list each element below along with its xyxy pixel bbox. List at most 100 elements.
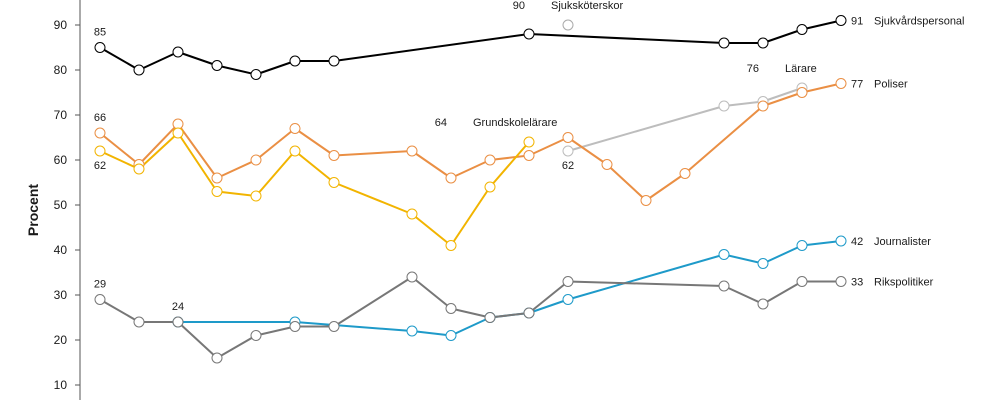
data-point-poliser bbox=[211, 172, 223, 184]
data-point-sjukv-rdspersonal bbox=[289, 55, 301, 67]
data-point-poliser bbox=[406, 145, 418, 157]
data-point-rikspolitiker bbox=[289, 321, 301, 332]
annotation-label: 42 bbox=[851, 236, 863, 248]
data-point-rikspolitiker bbox=[328, 321, 340, 332]
y-tick-label: 50 bbox=[54, 198, 68, 212]
annotation-label: Grundskolelärare bbox=[473, 117, 557, 129]
data-point-grundskolel-rare bbox=[406, 208, 418, 220]
series-lines bbox=[99, 19, 842, 359]
data-point-journalister bbox=[796, 240, 808, 251]
annotation-label: Sjukvårdspersonal bbox=[874, 16, 965, 28]
data-point-rikspolitiker bbox=[796, 276, 808, 287]
data-point-sjukv-rdspersonal bbox=[250, 69, 262, 80]
data-point-grundskolel-rare bbox=[211, 186, 223, 197]
data-point-l-rare bbox=[718, 100, 730, 112]
data-point-grundskolel-rare bbox=[484, 181, 496, 193]
data-point-sjukv-rdspersonal bbox=[757, 37, 769, 49]
data-point-grundskolel-rare bbox=[172, 127, 184, 139]
data-point-sjukv-rdspersonal bbox=[835, 15, 847, 26]
data-point-poliser bbox=[94, 127, 106, 139]
data-point-sjukv-rdspersonal bbox=[94, 42, 106, 53]
data-point-rikspolitiker bbox=[133, 316, 145, 328]
annotation-label: Sjuksköterskor bbox=[551, 0, 623, 12]
annotation-label: 85 bbox=[94, 27, 106, 39]
y-axis-ticks: 10 20 30 40 50 60 70 80 90 bbox=[54, 18, 80, 392]
series-points bbox=[94, 15, 847, 364]
data-point-sjukv-rdspersonal bbox=[172, 46, 184, 58]
data-point-poliser bbox=[250, 154, 262, 166]
annotation-label: 33 bbox=[851, 277, 863, 289]
data-point-grundskolel-rare bbox=[250, 190, 262, 202]
data-point-sjukv-rdspersonal bbox=[796, 24, 808, 35]
data-point-poliser bbox=[562, 132, 574, 143]
data-point-l-rare bbox=[562, 145, 574, 157]
data-point-sjukv-rdspersonal bbox=[328, 55, 340, 67]
data-point-grundskolel-rare bbox=[523, 136, 535, 148]
data-point-rikspolitiker bbox=[757, 298, 769, 310]
data-point-grundskolel-rare bbox=[94, 145, 106, 157]
data-point-sjukv-rdspersonal bbox=[718, 37, 730, 49]
y-axis-title: Procent bbox=[25, 184, 41, 236]
annotation-label: 66 bbox=[94, 112, 106, 124]
annotation-label: 76 bbox=[747, 63, 759, 75]
data-point-rikspolitiker bbox=[172, 316, 184, 328]
y-tick-label: 90 bbox=[54, 18, 68, 32]
data-point-rikspolitiker bbox=[211, 352, 223, 364]
data-point-rikspolitiker bbox=[562, 276, 574, 287]
annotation-label: 62 bbox=[562, 160, 574, 172]
data-point-journalister bbox=[757, 258, 769, 269]
data-point-poliser bbox=[523, 150, 535, 161]
data-point-poliser bbox=[328, 150, 340, 161]
data-point-poliser bbox=[835, 78, 847, 89]
data-point-grundskolel-rare bbox=[289, 145, 301, 157]
data-point-rikspolitiker bbox=[835, 276, 847, 287]
annotation-label: 62 bbox=[94, 160, 106, 172]
annotation-label: Lärare bbox=[785, 63, 817, 75]
data-point-journalister bbox=[718, 249, 730, 260]
y-tick-label: 20 bbox=[54, 333, 68, 347]
data-point-poliser bbox=[289, 123, 301, 134]
data-point-poliser bbox=[757, 100, 769, 112]
data-point-journalister bbox=[562, 294, 574, 305]
data-point-rikspolitiker bbox=[250, 330, 262, 341]
data-point-rikspolitiker bbox=[718, 280, 730, 292]
data-point-journalister bbox=[406, 325, 418, 337]
data-point-poliser bbox=[796, 87, 808, 98]
data-point-sjukv-rdspersonal bbox=[523, 28, 535, 40]
y-tick-label: 10 bbox=[54, 378, 68, 392]
data-point-poliser bbox=[640, 195, 652, 206]
data-point-grundskolel-rare bbox=[133, 163, 145, 175]
annotation-label: 90 bbox=[513, 0, 525, 12]
data-point-rikspolitiker bbox=[445, 303, 457, 314]
data-point-poliser bbox=[679, 168, 691, 179]
y-tick-label: 40 bbox=[54, 243, 68, 257]
annotation-label: 24 bbox=[172, 301, 184, 313]
data-point-journalister bbox=[835, 235, 847, 247]
annotation-label: 91 bbox=[851, 16, 863, 28]
data-point-poliser bbox=[601, 159, 613, 170]
data-point-sjuksk-terskor bbox=[562, 19, 574, 31]
data-point-poliser bbox=[445, 172, 457, 184]
data-point-poliser bbox=[484, 154, 496, 166]
annotation-label: 64 bbox=[435, 117, 447, 129]
series-line-journalister bbox=[178, 240, 842, 337]
data-point-rikspolitiker bbox=[94, 294, 106, 305]
y-tick-label: 80 bbox=[54, 63, 68, 77]
series-line-l-rare bbox=[567, 87, 803, 152]
data-point-journalister bbox=[445, 330, 457, 341]
data-point-sjukv-rdspersonal bbox=[211, 60, 223, 71]
series-line-rikspolitiker bbox=[99, 276, 841, 359]
series-line-sjukv-rdspersonal bbox=[99, 19, 842, 76]
annotation-label: Rikspolitiker bbox=[874, 277, 934, 289]
data-point-sjukv-rdspersonal bbox=[133, 64, 145, 76]
series-line-poliser bbox=[99, 82, 842, 202]
series-line-grundskolel-rare bbox=[99, 132, 530, 247]
annotation-label: 29 bbox=[94, 279, 106, 291]
annotations: 85 66 62 29 24 90 Sjuksköterskor 64 Grundskolelä… bbox=[94, 0, 965, 313]
data-point-grundskolel-rare bbox=[328, 177, 340, 188]
y-tick-label: 30 bbox=[54, 288, 68, 302]
y-tick-label: 70 bbox=[54, 108, 68, 122]
y-tick-label: 60 bbox=[54, 153, 68, 167]
data-point-rikspolitiker bbox=[406, 271, 418, 283]
